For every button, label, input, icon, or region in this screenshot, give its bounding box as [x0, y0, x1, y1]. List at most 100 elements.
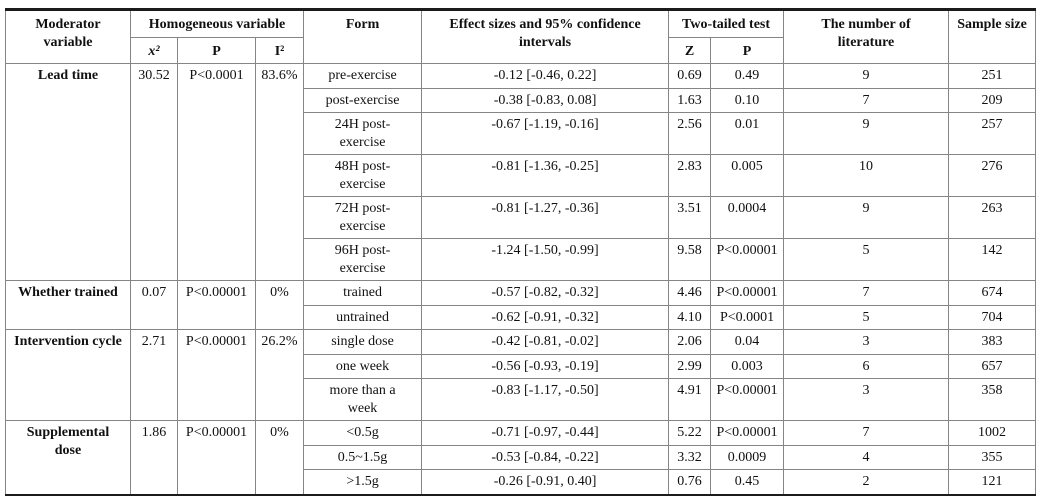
- moderator-cell: Lead time: [5, 63, 131, 281]
- literature-count: 7: [783, 87, 950, 113]
- chi-squared-value: 0.07: [130, 280, 178, 330]
- sample-size-value: 674: [948, 280, 1037, 306]
- z-value: 4.46: [668, 280, 712, 306]
- z-value: 3.32: [668, 444, 712, 470]
- p-value: P<0.0001: [710, 304, 785, 330]
- chi-squared-value: 30.52: [130, 63, 178, 281]
- effect-size-cell: -0.12 [-0.46, 0.22]: [421, 63, 670, 89]
- form-cell: post-exercise: [303, 87, 423, 113]
- table-row: Intervention cycle 2.71 P<0.00001 26.2% sing…: [5, 329, 1037, 421]
- p-value: 0.0009: [710, 444, 785, 470]
- chi-squared-value: 1.86: [130, 420, 178, 495]
- p-value: 0.45: [710, 469, 785, 495]
- table-row: post-exercise -0.38 [-0.83, 0.08] 1.63 0.10…: [6, 87, 1037, 113]
- literature-count: 7: [783, 420, 950, 446]
- sample-size-value: 209: [948, 87, 1037, 113]
- effect-size-cell: -0.38 [-0.83, 0.08]: [421, 87, 670, 113]
- z-value: 9.58: [668, 238, 712, 281]
- z-value: 0.76: [668, 469, 712, 495]
- i-squared-value: 83.6%: [254, 63, 305, 281]
- z-value: 2.06: [668, 329, 712, 355]
- sample-size-value: 251: [948, 63, 1037, 89]
- p-value: 0.0004: [710, 196, 785, 239]
- z-value: 2.83: [668, 154, 712, 197]
- literature-count: 9: [783, 196, 950, 239]
- sample-size-value: 355: [948, 444, 1037, 470]
- literature-count: 5: [783, 304, 950, 330]
- effect-size-cell: -1.24 [-1.50, -0.99]: [421, 238, 670, 281]
- sample-size-value: 263: [948, 196, 1037, 239]
- sample-size-value: 704: [948, 304, 1037, 330]
- z-value: 4.91: [668, 378, 712, 421]
- header-two-tailed-test: Two-tailed test: [668, 9, 785, 38]
- form-cell: single dose: [303, 329, 423, 355]
- form-cell: trained: [303, 280, 423, 306]
- sample-size-value: 383: [948, 329, 1037, 355]
- p-value: 0.01: [710, 112, 785, 155]
- table-row: untrained -0.62 [-0.91, -0.32] 4.10 P<0.000…: [6, 304, 1037, 330]
- literature-count: 7: [783, 280, 950, 306]
- z-value: 2.99: [668, 353, 712, 379]
- p-value: P<0.00001: [710, 378, 785, 421]
- form-cell: one week: [303, 353, 423, 379]
- effect-size-cell: -0.71 [-0.97, -0.44]: [421, 420, 670, 446]
- z-value: 4.10: [668, 304, 712, 330]
- effect-size-cell: -0.83 [-1.17, -0.50]: [421, 378, 670, 421]
- literature-count: 3: [783, 329, 950, 355]
- literature-count: 5: [783, 238, 950, 281]
- form-cell: pre-exercise: [303, 63, 423, 89]
- literature-count: 4: [783, 444, 950, 470]
- literature-count: 9: [783, 63, 950, 89]
- table-row: Lead time 30.52 P<0.0001 83.6% pre-exercise -…: [5, 63, 1037, 281]
- effect-size-cell: -0.56 [-0.93, -0.19]: [421, 353, 670, 379]
- sample-size-value: 142: [948, 238, 1037, 281]
- i-squared-value: 0%: [254, 280, 305, 330]
- z-value: 3.51: [668, 196, 712, 239]
- p-value: 0.10: [710, 87, 785, 113]
- header-moderator-variable: Moderator variable: [5, 9, 131, 64]
- form-cell: more than a week: [303, 378, 423, 421]
- effect-size-cell: -0.67 [-1.19, -0.16]: [421, 112, 670, 155]
- p-value: P<0.00001: [710, 420, 785, 446]
- chi-squared-value: 2.71: [130, 329, 178, 421]
- header-number-of-literature: The number of literature: [783, 9, 950, 64]
- header-two-tailed-p: P: [710, 36, 785, 64]
- table-row: 48H post- exercise -0.81 [-1.36, -0.25] 2.…: [6, 154, 1037, 197]
- homogeneity-p-value: P<0.0001: [177, 63, 256, 281]
- i-squared-value: 26.2%: [254, 329, 305, 421]
- z-value: 0.69: [668, 63, 712, 89]
- homogeneity-p-value: P<0.00001: [177, 420, 256, 495]
- p-value: 0.005: [710, 154, 785, 197]
- table-body: Lead time 30.52 P<0.0001 83.6% pre-exercise -…: [5, 63, 1037, 495]
- header-i-squared: I²: [254, 36, 305, 64]
- literature-count: 6: [783, 353, 950, 379]
- header-homogeneity-p: P: [177, 36, 256, 64]
- effect-size-cell: -0.26 [-0.91, 0.40]: [421, 469, 670, 495]
- table-row: more than a week -0.83 [-1.17, -0.50] 4.91…: [6, 378, 1037, 421]
- effect-size-cell: -0.53 [-0.84, -0.22]: [421, 444, 670, 470]
- header-chi-squared: x²: [130, 36, 178, 64]
- effect-size-cell: -0.81 [-1.27, -0.36]: [421, 196, 670, 239]
- sample-size-value: 257: [948, 112, 1037, 155]
- header-effect-sizes: Effect sizes and 95% confidence interval…: [421, 9, 670, 64]
- sample-size-value: 121: [948, 469, 1037, 495]
- header-sample-size: Sample size: [948, 9, 1037, 64]
- p-value: P<0.00001: [710, 238, 785, 281]
- effect-size-cell: -0.57 [-0.82, -0.32]: [421, 280, 670, 306]
- header-form: Form: [303, 9, 423, 64]
- z-value: 2.56: [668, 112, 712, 155]
- table-row: Whether trained 0.07 P<0.00001 0% trained -0.…: [5, 280, 1037, 330]
- table-row: 72H post- exercise -0.81 [-1.27, -0.36] 3.…: [6, 196, 1037, 239]
- sample-size-value: 276: [948, 154, 1037, 197]
- moderator-cell: Supplemental dose: [5, 420, 131, 495]
- effect-size-cell: -0.42 [-0.81, -0.02]: [421, 329, 670, 355]
- literature-count: 10: [783, 154, 950, 197]
- homogeneity-p-value: P<0.00001: [177, 329, 256, 421]
- literature-count: 2: [783, 469, 950, 495]
- form-cell: untrained: [303, 304, 423, 330]
- z-value: 1.63: [668, 87, 712, 113]
- effect-size-cell: -0.81 [-1.36, -0.25]: [421, 154, 670, 197]
- form-cell: <0.5g: [303, 420, 423, 446]
- moderator-cell: Whether trained: [5, 280, 131, 330]
- table-row: Supplemental dose 1.86 P<0.00001 0% <0.5g -0.…: [5, 420, 1037, 495]
